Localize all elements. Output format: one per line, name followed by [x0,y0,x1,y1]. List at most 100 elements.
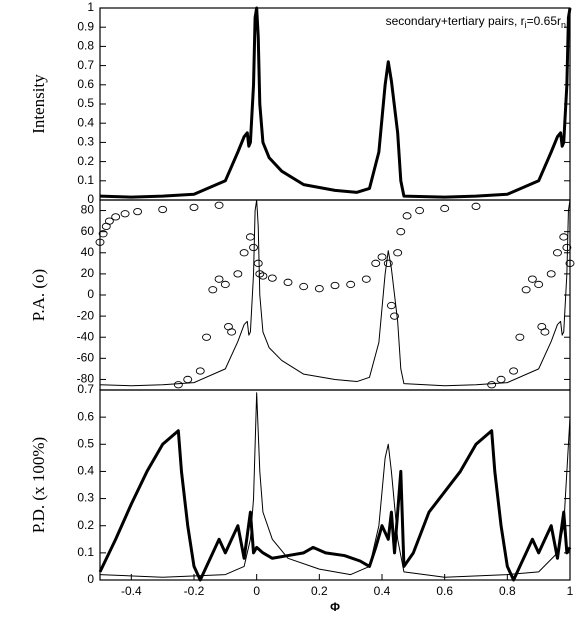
y-tick-label: 0.2 [77,154,94,168]
y-tick-label: 0.3 [77,491,94,505]
data-point [440,204,450,213]
data-point [245,233,255,241]
y-tick-label: 40 [81,245,95,259]
x-tick-label: -0.2 [184,584,205,598]
data-point [214,201,224,209]
data-point [553,249,562,257]
data-point [249,243,258,252]
data-point [220,280,230,289]
y-tick-label: 0.1 [77,545,94,559]
annotation-text: =0.65r [527,14,561,28]
data-point [283,278,293,286]
annotation-text: secondary+tertiary pairs, r [386,14,525,28]
data-point [299,282,309,291]
data-point [527,275,537,283]
x-tick-label: 1 [567,584,574,598]
data-point [361,275,371,283]
data-point [239,249,249,257]
data-point [214,275,224,283]
y-tick-label: 0.4 [77,115,94,129]
data-point [487,381,497,389]
data-point [133,207,143,216]
data-point [521,286,531,294]
y-tick-label: 0.7 [77,58,94,72]
y-tick-label: 0 [87,192,94,206]
y-tick-label: -60 [77,351,95,365]
data-point [509,367,519,375]
data-point [562,243,572,252]
data-point [534,280,544,289]
data-point [173,381,183,389]
x-axis-label: Φ [330,600,340,614]
panel-frame [99,199,571,391]
x-tick-label: 0 [253,584,260,598]
y-tick-label: 1 [87,0,94,14]
data-point [546,270,556,278]
annotation-sub: i [525,20,527,30]
data-point [393,249,403,257]
y-tick-label: -40 [77,329,95,343]
data-point [233,270,243,278]
y-tick-label: 0.5 [77,96,94,110]
data-point [202,333,211,341]
y-tick-label: 0.4 [77,464,94,478]
data-point [377,253,387,261]
data-point [255,270,265,278]
data-point [515,333,525,341]
annotation-sub: n [561,20,566,30]
data-point [496,375,506,384]
y-axis-label: P.D. (x 100%) [29,437,48,533]
data-point [390,312,399,320]
data-point [559,233,569,241]
data-point [396,228,406,236]
data-point [208,286,218,294]
data-point [540,328,550,336]
data-point [158,205,168,214]
data-point [111,213,121,221]
y-tick-label: 80 [81,203,95,217]
panel-frame [99,7,571,201]
data-line [99,6,572,199]
y-tick-label: 0.5 [77,436,94,450]
annotation: secondary+tertiary pairs, ri=0.65rn [386,14,566,30]
data-point [95,238,105,246]
data-point [258,272,268,280]
y-tick-label: 0.3 [77,135,94,149]
y-tick-label: 0.1 [77,173,94,187]
y-tick-label: -20 [77,308,95,322]
data-point [227,328,237,336]
data-point [120,210,130,218]
y-tick-label: 0.9 [77,19,94,33]
data-point [330,281,340,290]
x-tick-label: 0.6 [436,584,453,598]
data-line [99,392,571,578]
data-point [386,301,396,310]
panel-frame [99,389,571,581]
y-tick-label: 20 [81,266,95,280]
data-point [371,259,381,267]
data-point [346,280,356,289]
x-tick-label: 0.2 [311,584,328,598]
data-point [471,202,481,210]
y-tick-label: 0 [87,287,94,301]
y-tick-label: 0.2 [77,518,94,532]
data-point [189,203,199,212]
data-point [565,259,575,267]
y-tick-label: 60 [81,224,95,238]
data-point [267,274,277,282]
data-point [183,375,193,384]
data-point [314,285,324,293]
data-line [98,429,572,582]
y-axis-label: P.A. (o) [29,269,48,321]
data-point [402,212,412,220]
data-point [415,206,425,215]
y-tick-label: 0.6 [77,77,94,91]
data-point [195,367,205,375]
x-tick-label: 0.4 [374,584,391,598]
y-tick-label: 0.7 [77,382,94,396]
data-line [99,199,571,387]
y-axis-label: Intensity [29,74,48,134]
data-point [98,230,108,238]
data-point [383,259,393,267]
y-tick-label: 0.8 [77,39,94,53]
